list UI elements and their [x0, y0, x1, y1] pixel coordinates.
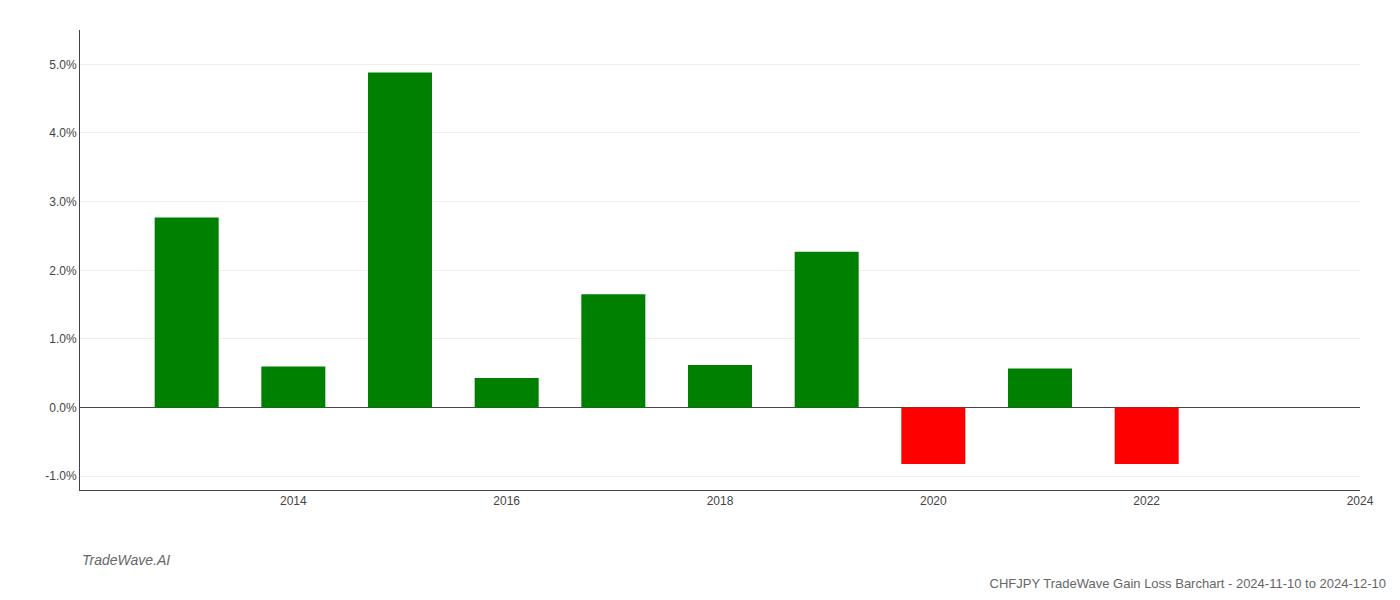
svg-text:3.0%: 3.0% [49, 195, 77, 209]
svg-text:2020: 2020 [920, 494, 947, 508]
svg-text:5.0%: 5.0% [49, 58, 77, 72]
svg-text:2.0%: 2.0% [49, 264, 77, 278]
svg-text:1.0%: 1.0% [49, 332, 77, 346]
svg-text:0.0%: 0.0% [49, 401, 77, 415]
svg-text:TradeWave.AI: TradeWave.AI [82, 552, 170, 568]
svg-text:4.0%: 4.0% [49, 126, 77, 140]
svg-text:2022: 2022 [1133, 494, 1160, 508]
svg-text:CHFJPY TradeWave Gain Loss Bar: CHFJPY TradeWave Gain Loss Barchart - 20… [990, 576, 1386, 591]
svg-text:2024: 2024 [1347, 494, 1374, 508]
svg-text:-1.0%: -1.0% [45, 469, 77, 483]
svg-text:2016: 2016 [493, 494, 520, 508]
svg-text:2018: 2018 [707, 494, 734, 508]
svg-text:2014: 2014 [280, 494, 307, 508]
